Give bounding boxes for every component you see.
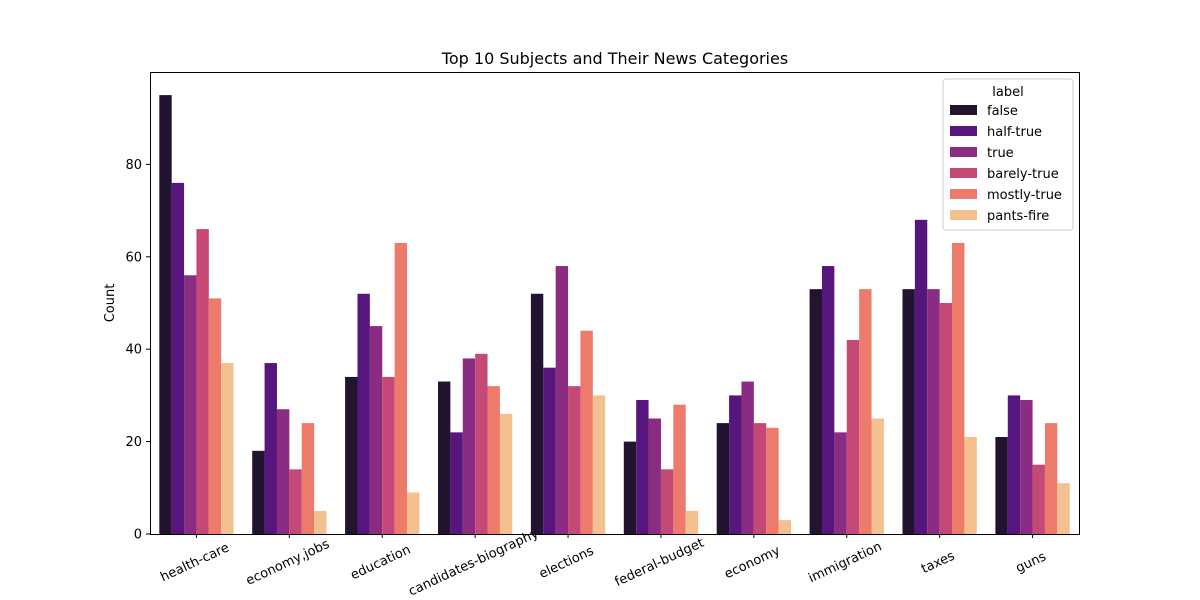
y-axis: 0 20 40 60 80 bbox=[125, 158, 150, 543]
bar-true bbox=[369, 326, 383, 534]
legend-label-true: true bbox=[987, 146, 1014, 161]
y-tick-label: 80 bbox=[125, 158, 142, 173]
legend-title: label bbox=[992, 85, 1023, 100]
bar-barely-true bbox=[660, 469, 674, 534]
bar-half-true bbox=[636, 400, 649, 534]
chart-title: Top 10 Subjects and Their News Categorie… bbox=[441, 49, 788, 68]
bar-barely-true bbox=[939, 303, 953, 534]
legend-label-false: false bbox=[987, 104, 1018, 119]
bar-true bbox=[834, 432, 847, 534]
bar-pants-fire bbox=[314, 510, 327, 534]
bar-false bbox=[623, 441, 637, 534]
bar-false bbox=[995, 436, 1008, 534]
bar-half-true bbox=[264, 363, 277, 534]
bar-pants-fire bbox=[685, 510, 699, 534]
legend-label-pants-fire: pants-fire bbox=[987, 209, 1049, 224]
bar-mostly-true bbox=[394, 242, 408, 534]
bar-half-true bbox=[171, 182, 185, 534]
bar-mostly-true bbox=[580, 330, 593, 534]
bar-half-true bbox=[357, 293, 370, 534]
bar-pants-fire bbox=[592, 395, 606, 534]
bar-half-true bbox=[543, 367, 556, 534]
legend-label-half-true: half-true bbox=[987, 125, 1042, 140]
bar-pants-fire bbox=[1057, 483, 1070, 534]
y-axis-label: Count bbox=[103, 284, 118, 323]
bar-barely-true bbox=[568, 386, 581, 534]
bar-barely-true bbox=[475, 353, 488, 534]
y-tick-label: 60 bbox=[125, 250, 142, 265]
bar-half-true bbox=[914, 219, 928, 534]
bar-barely-true bbox=[846, 339, 860, 534]
legend-swatch-mostly-true bbox=[950, 189, 977, 199]
bar-half-true bbox=[1007, 395, 1021, 534]
bar-barely-true bbox=[753, 423, 767, 534]
bar-barely-true bbox=[382, 376, 395, 534]
bar-half-true bbox=[821, 266, 835, 534]
bar-false bbox=[345, 376, 358, 534]
bar-true bbox=[462, 358, 476, 534]
y-tick-label: 0 bbox=[134, 528, 142, 543]
bar-false bbox=[809, 289, 822, 534]
bar-true bbox=[276, 409, 290, 534]
bar-mostly-true bbox=[301, 423, 315, 534]
bar-mostly-true bbox=[1044, 423, 1058, 534]
bar-true bbox=[648, 418, 661, 534]
bar-pants-fire bbox=[221, 363, 234, 534]
x-tick-label: candidates-biography bbox=[406, 526, 541, 600]
bar-half-true bbox=[450, 432, 463, 534]
x-tick-label: guns bbox=[1014, 549, 1049, 576]
bar-barely-true bbox=[196, 229, 209, 534]
bar-true bbox=[927, 289, 940, 534]
bar-mostly-true bbox=[673, 404, 686, 534]
legend-label-mostly-true: mostly-true bbox=[987, 188, 1062, 203]
bar-barely-true bbox=[289, 469, 302, 534]
bar-false bbox=[530, 293, 544, 534]
legend-swatch-pants-fire bbox=[950, 210, 977, 220]
bar-barely-true bbox=[1032, 464, 1045, 534]
bar-mostly-true bbox=[952, 242, 965, 534]
x-tick-label: health-care bbox=[158, 540, 231, 585]
x-tick-label: taxes bbox=[919, 549, 957, 578]
bar-mostly-true bbox=[208, 298, 222, 534]
bars bbox=[159, 95, 1070, 534]
legend: label false half-true true barely-true mostly… bbox=[942, 78, 1074, 231]
y-tick-label: 40 bbox=[125, 343, 142, 358]
bar-true bbox=[555, 266, 569, 534]
x-tick-label: immigration bbox=[806, 539, 884, 586]
legend-swatch-barely-true bbox=[950, 168, 977, 178]
bar-false bbox=[252, 450, 265, 534]
bar-pants-fire bbox=[964, 436, 977, 534]
x-tick-label: elections bbox=[537, 544, 597, 582]
x-tick-label: economy bbox=[722, 543, 783, 582]
bar-true bbox=[741, 381, 754, 534]
bar-true bbox=[1020, 400, 1033, 534]
plot-frame bbox=[150, 72, 1080, 535]
bar-false bbox=[159, 95, 172, 534]
bar-pants-fire bbox=[407, 492, 420, 534]
x-axis: health-care economy,jobs educationcandidat… bbox=[158, 526, 1048, 600]
bar-pants-fire bbox=[778, 520, 792, 534]
bar-mostly-true bbox=[766, 427, 779, 534]
bar-mostly-true bbox=[487, 386, 500, 534]
bar-pants-fire bbox=[871, 418, 884, 534]
legend-swatch-true bbox=[950, 147, 977, 157]
x-tick-label: education bbox=[348, 542, 413, 583]
x-tick-label: economy,jobs bbox=[244, 537, 332, 589]
legend-label-barely-true: barely-true bbox=[987, 167, 1059, 182]
x-tick-label: federal-budget bbox=[613, 536, 707, 590]
bar-mostly-true bbox=[859, 289, 872, 534]
legend-swatch-half-true bbox=[950, 126, 977, 136]
bar-pants-fire bbox=[499, 413, 513, 534]
y-tick-label: 20 bbox=[125, 435, 142, 450]
bar-false bbox=[902, 289, 915, 534]
legend-swatch-false bbox=[950, 105, 977, 115]
bar-half-true bbox=[729, 395, 742, 534]
bar-false bbox=[437, 381, 451, 534]
bar-true bbox=[184, 275, 197, 534]
bar-false bbox=[716, 423, 730, 534]
